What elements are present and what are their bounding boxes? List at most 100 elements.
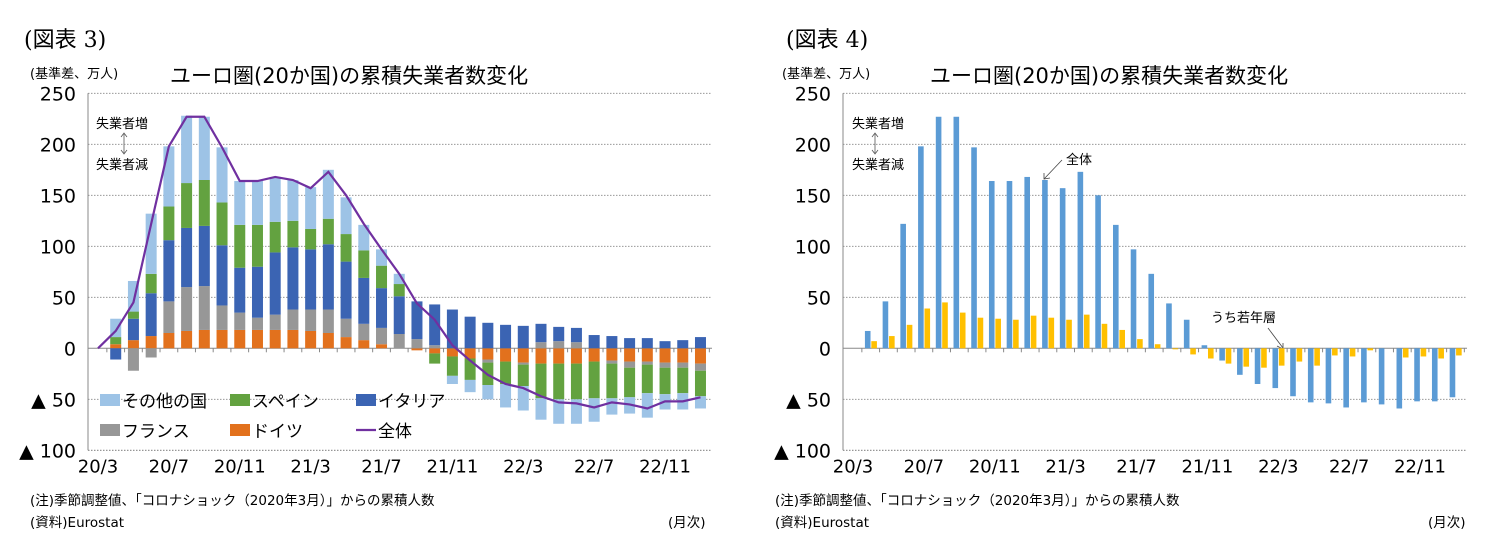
- bar-フランス-23/1: [694, 363, 706, 371]
- legend-label: スペイン: [252, 392, 319, 412]
- bar-フランス-21/5: [340, 318, 352, 338]
- bar-全体-21/8: [1148, 273, 1155, 349]
- bar-うち若年層-21/7: [1137, 339, 1143, 349]
- bar-フランス-21/2: [287, 309, 299, 330]
- y-tick-label: 250: [795, 83, 831, 105]
- bar-イタリア-20/5: [127, 318, 139, 341]
- bar-うち若年層-22/11: [1420, 348, 1427, 357]
- bar-ドイツ-22/9: [624, 348, 636, 362]
- updown-arrow-icon: [120, 132, 128, 155]
- bar-その他の国-22/5: [553, 399, 565, 424]
- bar-イタリア-22/11: [659, 341, 671, 349]
- x-tick-label: 21/11: [1181, 456, 1233, 477]
- legend-swatch-スペイン: [230, 394, 250, 406]
- x-tick-label: 20/3: [78, 456, 118, 477]
- bar-うち若年層-22/7: [1349, 348, 1356, 357]
- y-tick-label: 250: [40, 83, 76, 105]
- bar-その他の国-21/6: [358, 224, 370, 251]
- bar-フランス-22/1: [482, 359, 494, 363]
- bar-スペイン-20/8: [181, 183, 193, 228]
- y-tick-label: 100: [795, 236, 831, 258]
- bar-イタリア-21/9: [411, 301, 423, 340]
- bar-フランス-21/1: [269, 314, 281, 330]
- bar-スペイン-21/6: [358, 250, 370, 278]
- bar-全体-22/6: [1325, 348, 1332, 404]
- bar-フランス-20/12: [251, 317, 263, 330]
- bar-フランス-21/10: [429, 345, 441, 349]
- bar-全体-21/5: [1095, 195, 1101, 349]
- bar-フランス-20/9: [198, 286, 210, 330]
- y-tick-label: 100: [40, 236, 76, 258]
- annotation-decrease-4: 失業者減: [852, 157, 904, 173]
- x-tick-label: 22/7: [574, 456, 614, 477]
- bar-その他の国-22/10: [641, 393, 653, 418]
- bar-フランス-22/6: [570, 342, 582, 349]
- bar-スペイン-22/9: [624, 367, 636, 398]
- bar-スペイン-21/12: [464, 358, 476, 380]
- unit-label-4: (基準差、万人): [782, 67, 871, 82]
- bar-うち若年層-22/3: [1278, 348, 1285, 366]
- x-tick-label: 22/11: [639, 456, 691, 477]
- legend-label: ドイツ: [252, 422, 303, 442]
- bar-フランス-20/6: [145, 348, 157, 358]
- bar-うち若年層-21/4: [1083, 314, 1090, 349]
- legend-label: フランス: [122, 422, 190, 442]
- bar-イタリア-22/4: [535, 323, 547, 343]
- source-3: (資料)Eurostat: [30, 515, 125, 531]
- bar-フランス-21/6: [358, 323, 370, 341]
- y-tick-label: 0: [64, 338, 76, 360]
- annotation-youth-4: うち若年層: [1211, 310, 1276, 326]
- chart-title-3: ユーロ圏(20か国)の累積失業者数変化: [170, 64, 529, 88]
- bar-全体-20/5: [882, 301, 889, 349]
- bar-イタリア-21/12: [464, 316, 476, 349]
- bar-その他の国-21/8: [393, 273, 405, 285]
- bar-うち若年層-22/5: [1314, 348, 1320, 366]
- bar-ドイツ-21/6: [358, 340, 370, 349]
- bar-フランス-21/8: [393, 334, 405, 349]
- bar-ドイツ-21/7: [376, 344, 388, 349]
- x-tick-label: 20/11: [214, 456, 266, 477]
- bar-その他の国-20/10: [216, 147, 228, 203]
- note-4: (注)季節調整値、「コロナショック（2020年3月）」からの累積人数: [775, 493, 1180, 509]
- annotation-increase-4: 失業者増: [852, 116, 904, 132]
- bar-うち若年層-20/12: [1013, 319, 1019, 349]
- bar-その他の国-21/2: [287, 180, 299, 221]
- bar-スペイン-20/10: [216, 202, 228, 246]
- bar-スペイン-22/6: [570, 363, 582, 400]
- bar-イタリア-23/1: [694, 337, 706, 349]
- bar-全体-20/12: [1006, 181, 1013, 349]
- bar-フランス-20/8: [181, 287, 193, 331]
- bar-うち若年層-23/1: [1456, 348, 1462, 356]
- bar-うち若年層-21/6: [1119, 329, 1125, 349]
- figure-label-3: (図表 3): [24, 28, 107, 53]
- bar-その他の国-22/6: [570, 399, 582, 424]
- bar-ドイツ-20/6: [145, 336, 157, 349]
- unit-label-3: (基準差、万人): [30, 67, 119, 82]
- bar-イタリア-22/12: [677, 340, 689, 349]
- bar-その他の国-20/4: [110, 318, 122, 338]
- bar-その他の国-20/5: [127, 280, 139, 312]
- y-tick-label: ▲ 50: [31, 389, 76, 411]
- legend-label: 全体: [378, 422, 412, 442]
- bar-スペイン-20/12: [251, 224, 263, 267]
- x-tick-label: 22/7: [1329, 456, 1369, 477]
- bar-うち若年層-21/1: [1030, 315, 1037, 349]
- bar-ドイツ-20/7: [163, 333, 175, 349]
- bar-ドイツ-22/12: [677, 348, 689, 363]
- bar-イタリア-21/4: [322, 244, 334, 310]
- x-tick-label: 21/7: [1116, 456, 1156, 477]
- bar-全体-22/2: [1254, 348, 1261, 384]
- bar-うち若年層-20/4: [871, 341, 877, 349]
- bar-イタリア-21/3: [305, 249, 317, 310]
- bar-イタリア-22/1: [482, 322, 494, 349]
- bar-全体-20/4: [864, 330, 871, 349]
- frequency-4: (月次): [1428, 515, 1466, 531]
- bar-ドイツ-22/1: [482, 348, 494, 360]
- bar-イタリア-21/11: [446, 309, 458, 349]
- y-tick-label: ▲ 100: [19, 440, 76, 462]
- x-tick-label: 20/3: [833, 456, 873, 477]
- bar-その他の国-21/7: [376, 249, 388, 266]
- bar-ドイツ-22/2: [500, 348, 512, 362]
- legend-swatch-その他の国: [100, 394, 120, 406]
